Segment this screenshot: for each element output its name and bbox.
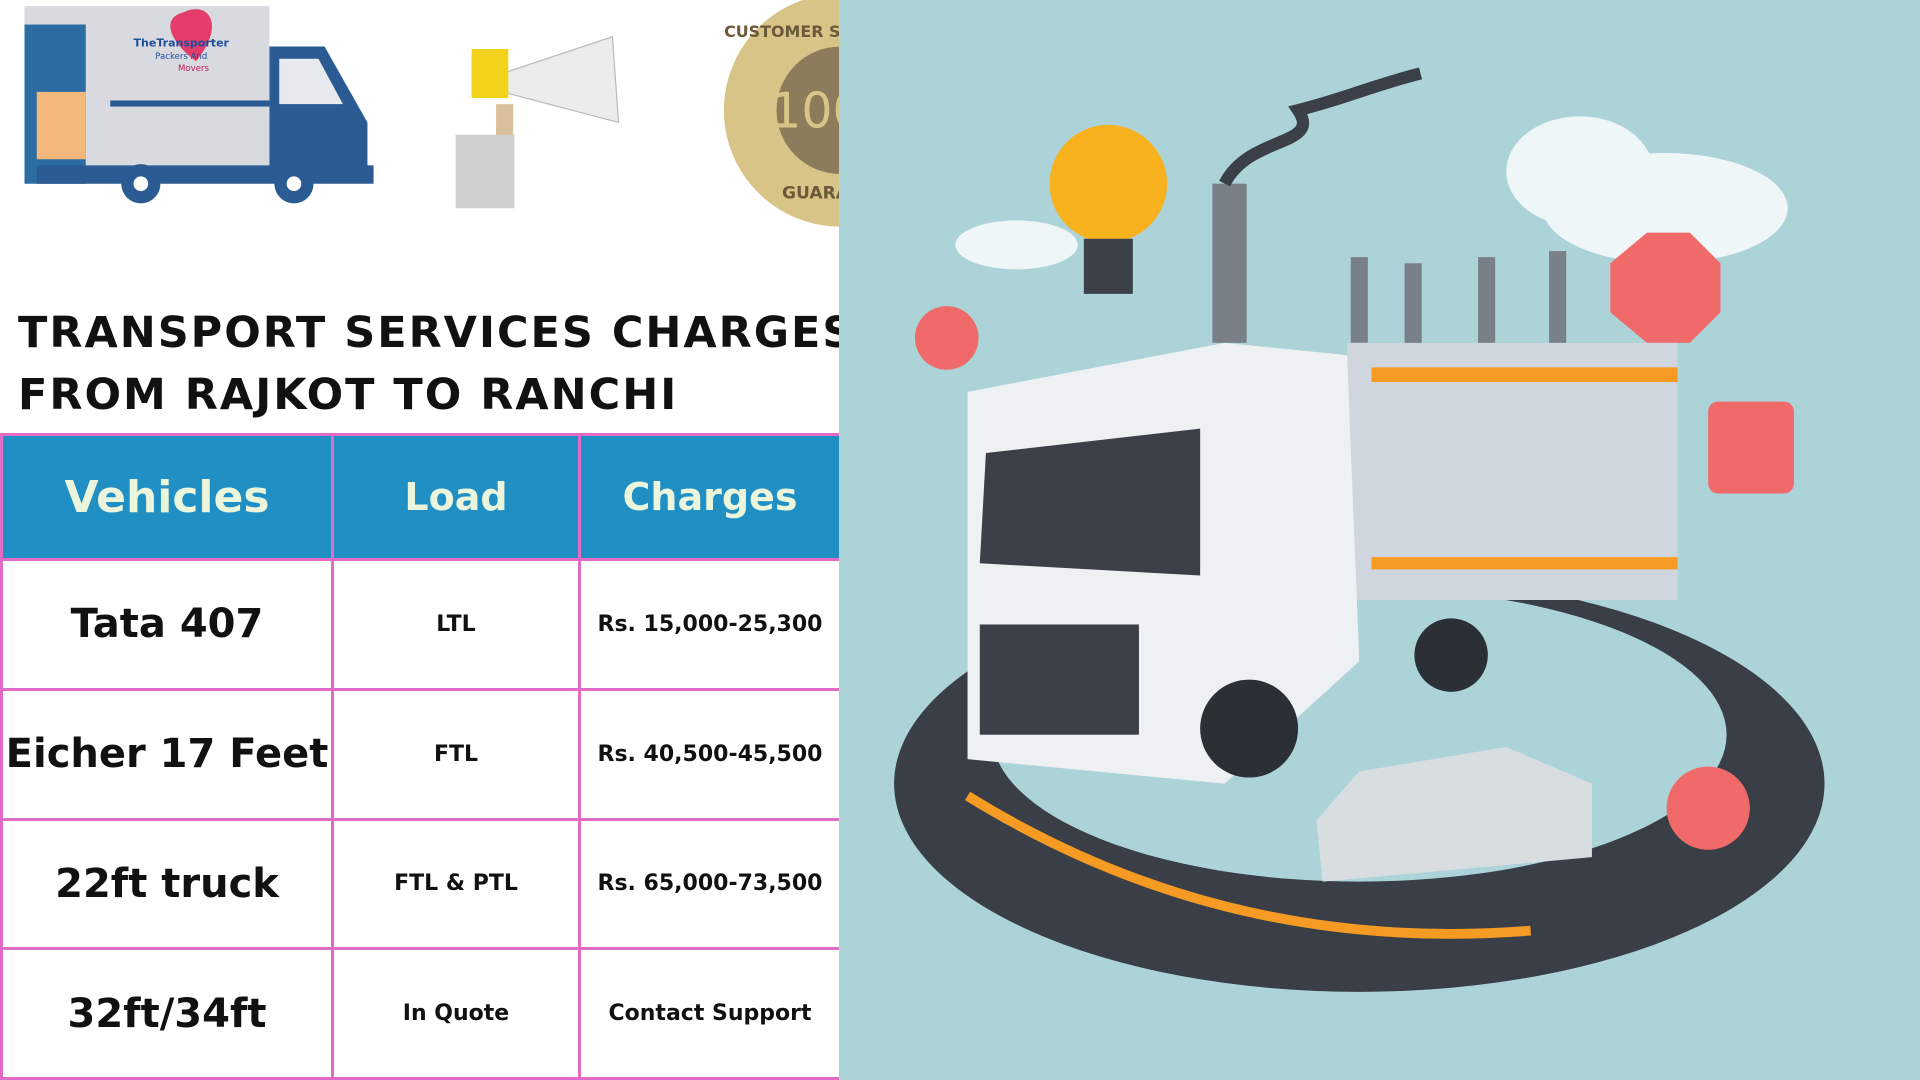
charges-table: Vehicles Load Charges Tata 407 LTL Rs. 15,… — [0, 433, 842, 1080]
truck-illustration: TheTransporter Packers And Movers — [24, 6, 374, 204]
table-cell: Rs. 15,000-25,300 — [578, 558, 842, 691]
header-row: Vehicles Load Charges — [0, 433, 842, 561]
table-cell: FTL — [331, 687, 581, 821]
table-row: Tata 407 LTL Rs. 15,000-25,300 — [0, 558, 842, 691]
table-cell: 22ft truck — [0, 817, 334, 951]
title-line: FROM RAJKOT TO RANCHI — [18, 370, 679, 420]
table-body: Tata 407 LTL Rs. 15,000-25,300 Eicher 17 Fe… — [0, 558, 842, 1080]
logo-text: Movers — [178, 64, 209, 74]
table-cell: FTL & PTL — [331, 817, 581, 951]
table-cell: In Quote — [331, 947, 581, 1080]
table-cell: 32ft/34ft — [0, 947, 334, 1080]
table-cell: Contact Support — [578, 947, 842, 1080]
table-row: 22ft truck FTL & PTL Rs. 65,000-73,500 — [0, 817, 842, 951]
logo-text: Packers And — [155, 52, 207, 62]
logo-text: TheTransporter — [134, 37, 230, 50]
header-images: TheTransporter Packers And Movers CUSTOM… — [24, 0, 839, 227]
badge-text: CUSTOMER SATISFACTION — [724, 22, 839, 41]
column-header: Load — [331, 433, 581, 561]
table-cell: Rs. 65,000-73,500 — [578, 817, 842, 951]
megaphone — [455, 35, 620, 209]
column-header: Charges — [578, 433, 842, 561]
table-cell: LTL — [331, 558, 581, 691]
table-cell: Rs. 40,500-45,500 — [578, 687, 842, 821]
column-header: Vehicles — [0, 433, 334, 561]
table-cell: Eicher 17 Feet — [0, 687, 334, 821]
title-line: TRANSPORT SERVICES CHARGES — [18, 308, 856, 358]
illustration — [839, 0, 1920, 1080]
badge-text: GUARANTEE — [782, 183, 839, 203]
table-row: 32ft/34ft In Quote Contact Support — [0, 947, 842, 1080]
table-cell: Tata 407 — [0, 558, 334, 691]
satisfaction-badge: CUSTOMER SATISFACTION 100% GUARANTEE — [723, 0, 839, 227]
table-row: Eicher 17 Feet FTL Rs. 40,500-45,500 — [0, 687, 842, 821]
badge-text: 100% — [770, 82, 839, 139]
